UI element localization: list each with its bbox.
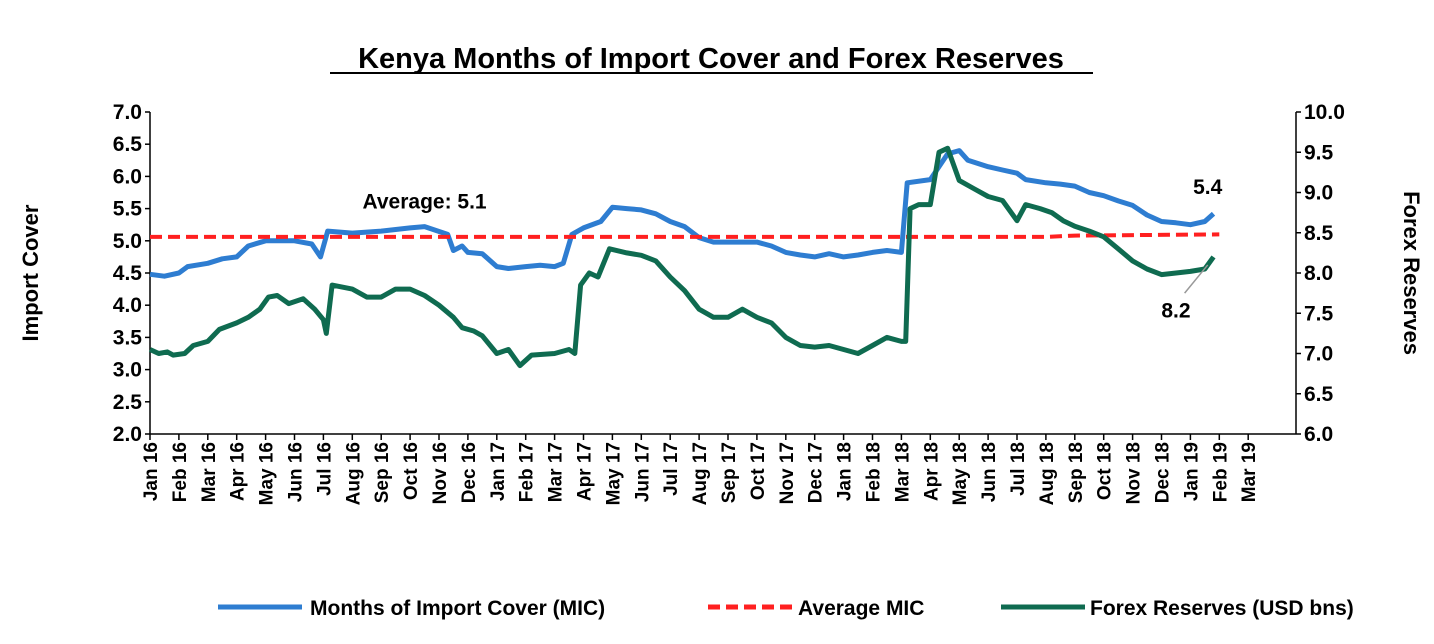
y-tick-label: 4.5 xyxy=(113,262,143,285)
x-tick-label: Mar 17 xyxy=(546,442,567,502)
y-tick-label: 4.0 xyxy=(113,294,142,317)
y2-axis-title: Forex Reserves xyxy=(1399,191,1424,355)
x-tick-label: Jan 19 xyxy=(1181,442,1202,501)
x-tick-label: Sep 17 xyxy=(719,442,740,503)
x-tick-label: Dec 16 xyxy=(459,442,480,503)
x-tick-label: Jul 17 xyxy=(661,442,682,496)
x-tick-label: Aug 16 xyxy=(343,442,364,505)
annotation-leader-line xyxy=(1184,264,1209,294)
y-tick-label: 2.5 xyxy=(113,391,143,414)
x-tick-label: Jan 18 xyxy=(835,442,856,501)
legend-label-3: Forex Reserves (USD bns) xyxy=(1090,597,1354,620)
x-tick-label: Oct 17 xyxy=(748,442,769,500)
x-tick-label: Mar 18 xyxy=(892,442,913,502)
y-tick-label: 7.0 xyxy=(113,101,142,124)
series-line-3 xyxy=(148,145,1216,369)
x-tick-label: Nov 17 xyxy=(777,442,798,504)
x-tick-label: Aug 17 xyxy=(690,442,711,505)
y2-tick-label: 9.0 xyxy=(1304,182,1333,205)
y-tick-label: 3.0 xyxy=(113,359,142,382)
y2-tick-label: 7.0 xyxy=(1304,343,1333,366)
x-tick-label: Aug 18 xyxy=(1037,442,1058,505)
y2-tick-label: 8.0 xyxy=(1304,262,1333,285)
legend-label-1: Months of Import Cover (MIC) xyxy=(310,597,605,620)
y2-tick-label: 8.5 xyxy=(1304,222,1334,245)
x-tick-label: Mar 19 xyxy=(1239,442,1260,502)
y-tick-label: 5.0 xyxy=(113,230,142,253)
x-tick-label: Jun 17 xyxy=(632,442,653,502)
x-tick-label: Feb 19 xyxy=(1210,442,1231,502)
y2-tick-label: 7.5 xyxy=(1304,302,1334,325)
x-tick-label: Feb 18 xyxy=(864,442,885,502)
y-tick-label: 6.0 xyxy=(113,165,142,188)
x-tick-label: Jun 16 xyxy=(286,442,307,502)
series-line-2 xyxy=(150,232,1220,239)
plot-area: 2.0 2.5 3.0 3.5 4.0 4.5 5.0 5.5 6.0 6.5 7.0 6.0 6.5 7… xyxy=(113,101,1345,505)
y-tick-label: 3.5 xyxy=(113,326,143,349)
x-tick-label: Mar 16 xyxy=(199,442,220,502)
y-tick-label: 2.0 xyxy=(113,423,142,446)
chart-title: Kenya Months of Import Cover and Forex R… xyxy=(358,43,1064,75)
y2-tick-label: 6.0 xyxy=(1304,423,1333,446)
legend: Months of Import Cover (MIC) Average MIC F… xyxy=(218,597,1354,620)
data-annotation: Average: 5.1 xyxy=(362,191,486,214)
legend-label-2: Average MIC xyxy=(798,597,924,620)
x-tick-label: Jul 18 xyxy=(1008,442,1029,496)
x-tick-label: May 16 xyxy=(257,442,278,505)
y-tick-label: 6.5 xyxy=(113,133,143,156)
x-tick-label: Dec 17 xyxy=(806,442,827,503)
x-tick-label: Jan 16 xyxy=(141,442,162,501)
x-tick-label: Apr 16 xyxy=(228,442,249,501)
x-tick-label: Nov 16 xyxy=(430,442,451,504)
x-tick-label: Sep 16 xyxy=(372,442,393,503)
y-tick-label: 5.5 xyxy=(113,198,143,221)
series-line-1 xyxy=(149,148,1216,279)
y-axis-title: Import Cover xyxy=(18,204,43,341)
x-tick-label: Apr 17 xyxy=(575,442,596,501)
x-tick-label: Jan 17 xyxy=(488,442,509,501)
x-tick-label: Jul 16 xyxy=(314,442,335,496)
x-tick-label: Feb 16 xyxy=(170,442,191,502)
x-tick-label: Apr 18 xyxy=(921,442,942,501)
data-annotation: 8.2 xyxy=(1161,299,1190,322)
x-tick-label: Dec 18 xyxy=(1153,442,1174,503)
x-tick-label: Sep 18 xyxy=(1066,442,1087,503)
x-tick-label: Oct 18 xyxy=(1095,442,1116,500)
x-tick-label: Nov 18 xyxy=(1124,442,1145,504)
x-tick-label: Oct 16 xyxy=(401,442,422,500)
x-tick-label: May 17 xyxy=(603,442,624,505)
x-tick-label: Jun 18 xyxy=(979,442,1000,502)
y2-tick-label: 10.0 xyxy=(1304,101,1345,124)
x-tick-label: May 18 xyxy=(950,442,971,505)
y2-tick-label: 6.5 xyxy=(1304,383,1334,406)
data-annotation: 5.4 xyxy=(1193,176,1223,199)
y2-tick-label: 9.5 xyxy=(1304,141,1334,164)
x-tick-label: Feb 17 xyxy=(517,442,538,502)
